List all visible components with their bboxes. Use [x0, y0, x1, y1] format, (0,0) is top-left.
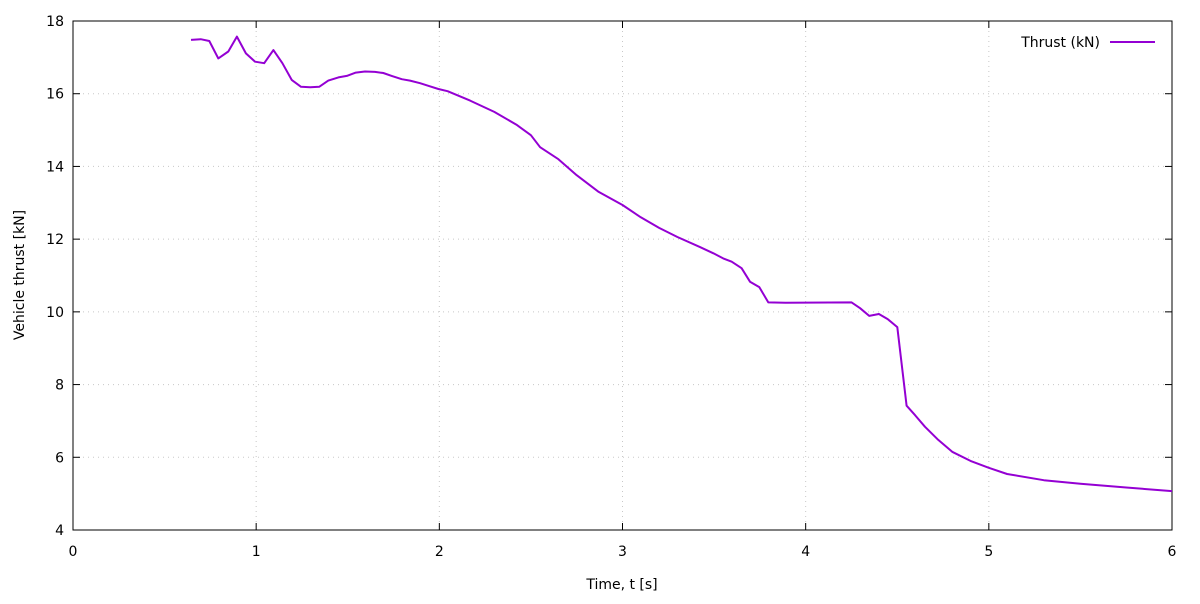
x-axis-label: Time, t [s]: [585, 577, 657, 593]
x-tick-label: 4: [801, 544, 810, 560]
y-tick-label: 14: [46, 159, 64, 175]
thrust-series-line: [190, 35, 1173, 493]
legend-label: Thrust (kN): [1020, 35, 1100, 51]
y-tick-label: 8: [55, 378, 64, 394]
y-tick-label: 16: [46, 87, 64, 103]
y-tick-label: 4: [55, 523, 64, 539]
plot-frame: [72, 20, 1173, 531]
x-tick-label: 3: [618, 544, 627, 560]
x-tick-label: 5: [984, 544, 993, 560]
x-tick-label: 0: [69, 544, 78, 560]
x-tick-label: 1: [252, 544, 261, 560]
y-tick-label: 12: [46, 232, 64, 248]
x-tick-label: 2: [435, 544, 444, 560]
y-axis-label: Vehicle thrust [kN]: [12, 210, 28, 340]
y-tick-label: 18: [46, 14, 64, 30]
x-tick-label: 6: [1168, 544, 1177, 560]
y-tick-label: 6: [55, 450, 64, 466]
y-tick-label: 10: [46, 305, 64, 321]
legend: Thrust (kN): [1020, 35, 1155, 51]
series-layer: [190, 35, 1173, 493]
grid: [73, 21, 1172, 530]
